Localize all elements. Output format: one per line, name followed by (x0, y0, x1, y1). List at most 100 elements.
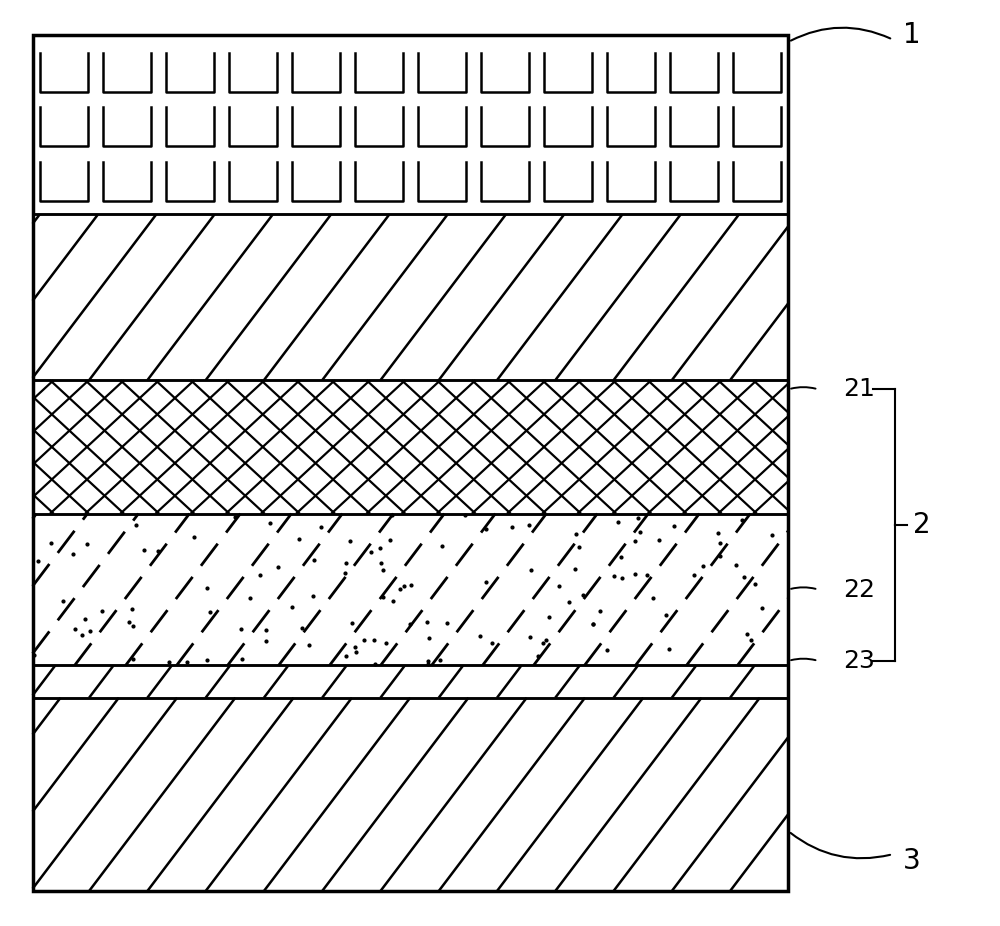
Point (26, 647, 42, 662)
Bar (33, 697, 788, 891)
Point (535, 636, 551, 651)
Bar (33, 666, 788, 697)
Point (651, 532, 667, 547)
Point (338, 556, 354, 570)
Point (313, 520, 329, 535)
Point (43, 535, 59, 550)
Bar (33, 35, 788, 215)
Point (568, 527, 584, 542)
Point (585, 616, 601, 631)
Point (344, 616, 360, 631)
Point (373, 556, 389, 570)
Point (199, 653, 215, 668)
Point (592, 603, 608, 618)
Point (434, 539, 450, 554)
Point (530, 648, 546, 663)
Point (367, 657, 383, 671)
Point (599, 643, 615, 657)
Point (124, 602, 140, 617)
Point (661, 642, 677, 657)
Point (125, 651, 141, 666)
Point (337, 566, 353, 581)
Point (610, 514, 626, 529)
Point (382, 532, 398, 547)
Point (270, 559, 286, 574)
Point (710, 526, 726, 541)
Point (150, 544, 166, 558)
Point (538, 632, 554, 647)
Bar (33, 381, 788, 514)
Point (686, 568, 702, 582)
Point (736, 569, 752, 584)
Point (392, 582, 408, 596)
Point (347, 640, 363, 655)
Point (585, 617, 601, 632)
Point (252, 568, 268, 582)
Bar (33, 215, 788, 381)
Bar (33, 215, 788, 381)
Point (630, 510, 646, 525)
Point (242, 591, 258, 606)
Bar (33, 381, 788, 514)
Point (614, 570, 630, 585)
Bar (33, 35, 788, 891)
Point (65, 546, 81, 561)
Point (695, 558, 711, 573)
Point (202, 605, 218, 619)
Point (561, 594, 577, 609)
Point (403, 577, 419, 592)
Point (521, 518, 537, 532)
Point (136, 543, 152, 557)
Bar (33, 666, 788, 697)
Point (396, 579, 412, 594)
Point (55, 594, 71, 608)
Point (258, 623, 274, 638)
Point (658, 607, 674, 622)
Point (301, 638, 317, 653)
Point (575, 588, 591, 603)
Text: 23: 23 (843, 649, 875, 673)
Point (125, 619, 141, 633)
Point (728, 557, 744, 572)
Point (478, 575, 494, 590)
Point (375, 562, 391, 577)
Point (363, 545, 379, 560)
Bar (33, 697, 788, 891)
Point (747, 577, 763, 592)
Point (179, 655, 195, 669)
Point (291, 532, 307, 546)
Point (522, 630, 538, 644)
Point (639, 568, 655, 582)
Point (712, 535, 728, 550)
Point (419, 615, 435, 630)
Point (666, 519, 682, 533)
Point (262, 515, 278, 530)
Point (356, 632, 372, 647)
Point (712, 549, 728, 564)
Text: 22: 22 (843, 578, 875, 602)
Point (82, 624, 98, 639)
Point (484, 636, 500, 651)
Point (420, 654, 436, 669)
Point (432, 653, 448, 668)
Point (186, 530, 202, 544)
Point (613, 550, 629, 565)
Point (734, 513, 750, 528)
Point (258, 633, 274, 648)
Point (571, 539, 587, 554)
Point (74, 628, 90, 643)
Point (632, 525, 648, 540)
Point (439, 616, 455, 631)
Text: 1: 1 (903, 21, 920, 49)
Point (121, 614, 137, 629)
Bar (33, 514, 788, 666)
Point (567, 561, 583, 576)
Point (541, 610, 557, 625)
Point (306, 552, 322, 567)
Point (305, 588, 321, 603)
Point (457, 507, 473, 522)
Point (378, 635, 394, 650)
Point (342, 534, 358, 549)
Point (77, 611, 93, 626)
Point (504, 519, 520, 534)
